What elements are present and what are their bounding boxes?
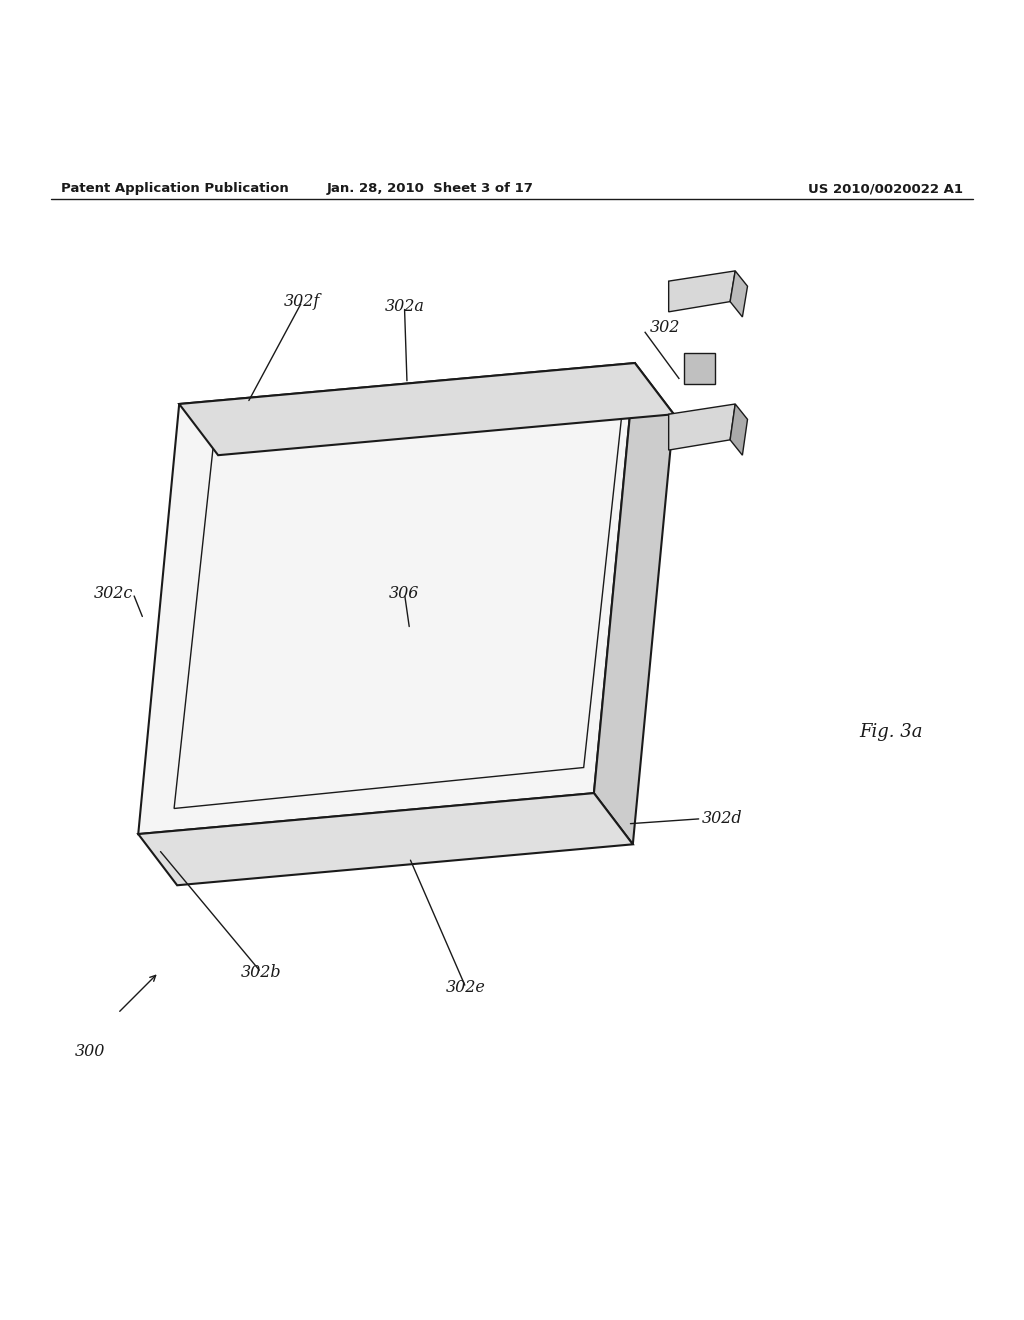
Text: 302a: 302a xyxy=(385,298,424,315)
Text: US 2010/0020022 A1: US 2010/0020022 A1 xyxy=(808,182,963,195)
Polygon shape xyxy=(684,352,715,384)
Text: 302f: 302f xyxy=(284,293,321,310)
Text: 302e: 302e xyxy=(446,979,485,997)
Polygon shape xyxy=(730,271,748,317)
Text: 302: 302 xyxy=(650,318,681,335)
Polygon shape xyxy=(669,271,735,312)
Polygon shape xyxy=(179,363,674,455)
Polygon shape xyxy=(730,404,748,455)
Text: 302b: 302b xyxy=(241,964,282,981)
Polygon shape xyxy=(138,363,635,834)
Text: 302c: 302c xyxy=(94,585,133,602)
Polygon shape xyxy=(669,404,735,450)
Text: Fig. 3a: Fig. 3a xyxy=(859,722,923,741)
Text: Jan. 28, 2010  Sheet 3 of 17: Jan. 28, 2010 Sheet 3 of 17 xyxy=(327,182,534,195)
Text: Patent Application Publication: Patent Application Publication xyxy=(61,182,289,195)
Polygon shape xyxy=(138,793,633,886)
Text: 306: 306 xyxy=(389,585,420,602)
Text: 300: 300 xyxy=(75,1043,105,1060)
Polygon shape xyxy=(594,363,674,845)
Text: 302d: 302d xyxy=(701,810,742,828)
